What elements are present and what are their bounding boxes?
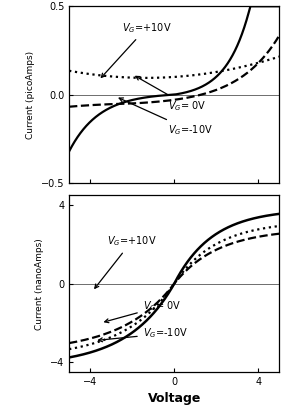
Text: $V_G$= 0V: $V_G$= 0V [136,76,206,112]
Text: $V_G$=-10V: $V_G$=-10V [98,327,188,342]
Y-axis label: Current (nanoAmps): Current (nanoAmps) [35,238,44,329]
Text: $V_G$=+10V: $V_G$=+10V [101,21,171,77]
Text: $V_G$=+10V: $V_G$=+10V [95,234,157,288]
Text: $V_G$= 0V: $V_G$= 0V [105,299,181,323]
Y-axis label: Current (picoAmps): Current (picoAmps) [26,51,35,139]
Text: $V_G$=-10V: $V_G$=-10V [119,98,213,137]
X-axis label: Voltage: Voltage [147,393,201,405]
